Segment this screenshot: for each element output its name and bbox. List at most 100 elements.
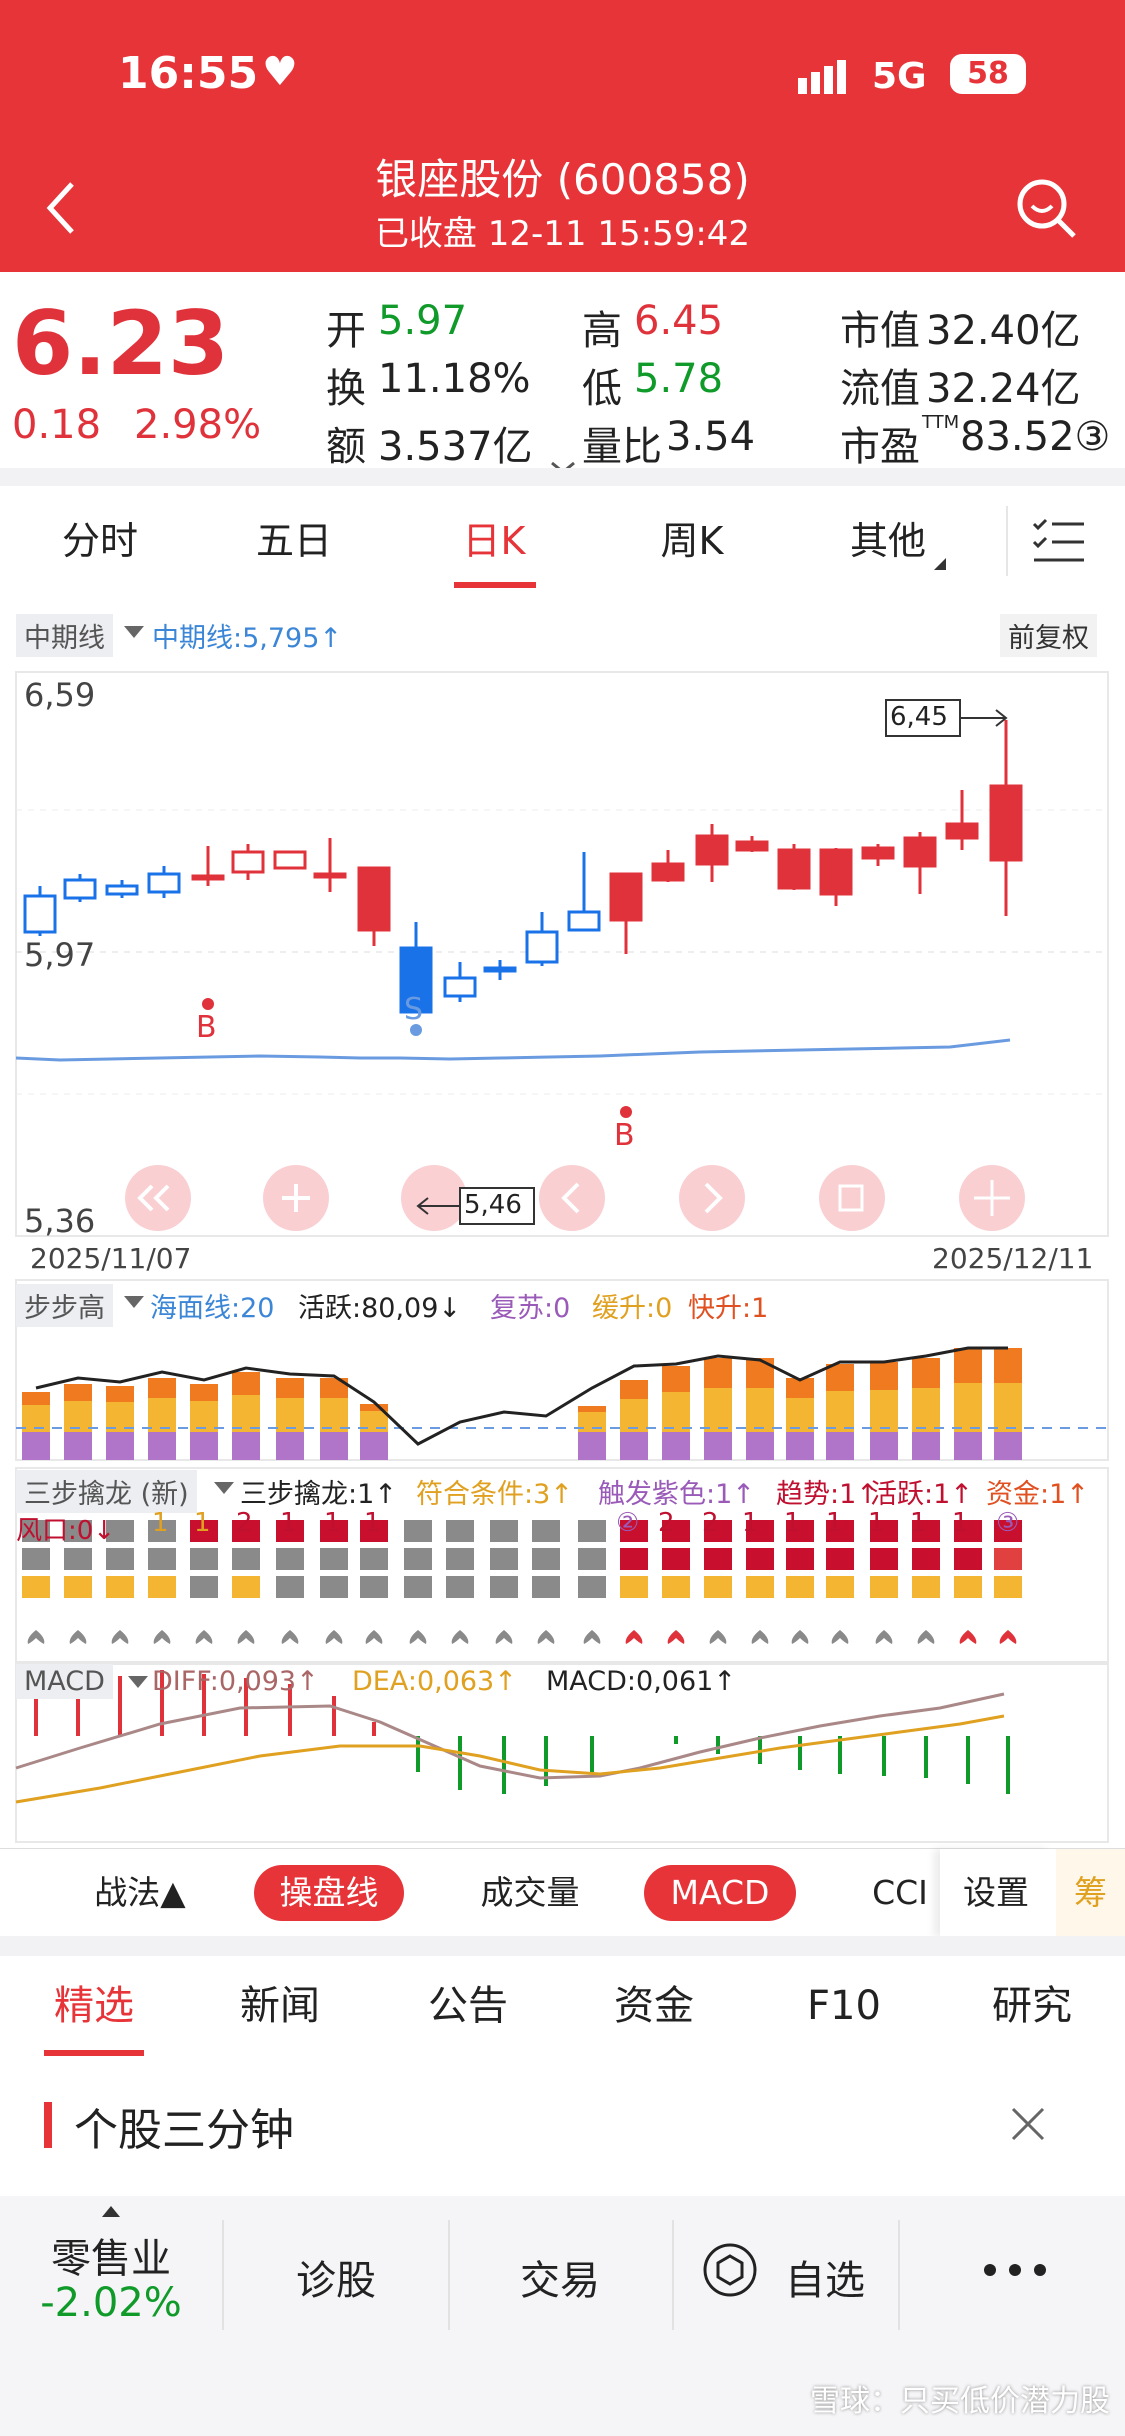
bubugao-bar bbox=[578, 1406, 606, 1412]
tab-announcements[interactable]: 公告 bbox=[428, 1983, 508, 2029]
bubugao-bar bbox=[106, 1386, 134, 1402]
sanbu-number: 1 bbox=[868, 1508, 885, 1538]
settings-button[interactable]: 设置 bbox=[940, 1849, 1052, 1937]
flame-icon bbox=[195, 1630, 213, 1644]
vol-ratio-value: 3.54 bbox=[666, 414, 756, 460]
more-icon[interactable] bbox=[980, 2260, 1050, 2280]
sanbu-cell bbox=[912, 1520, 940, 1542]
candle-body bbox=[903, 836, 937, 868]
volume-button[interactable]: 成交量 bbox=[480, 1873, 580, 1912]
watchlist-icon[interactable] bbox=[702, 2242, 758, 2298]
sanbu-tag[interactable]: 三步擒龙 (新) bbox=[16, 1470, 197, 1513]
bubugao-bar bbox=[746, 1358, 774, 1388]
sanbu-cell bbox=[446, 1576, 474, 1598]
indicator-value: 中期线:5,795↑ bbox=[152, 623, 343, 654]
sanbu-number: ③ bbox=[996, 1508, 1020, 1538]
low-marker: 5,46 bbox=[464, 1190, 522, 1220]
sanbu-cell bbox=[662, 1548, 690, 1570]
flame-icon bbox=[325, 1630, 343, 1644]
tab-five-day[interactable]: 五日 bbox=[255, 519, 332, 563]
back-icon[interactable] bbox=[42, 178, 82, 238]
candle-body bbox=[651, 862, 685, 882]
app-header: 16:55 ♥ 5G 58 银座股份 (600858) 已收盘 12-11 15… bbox=[0, 0, 1125, 272]
candle-body bbox=[609, 872, 643, 922]
tab-other[interactable]: 其他 bbox=[849, 519, 926, 563]
settings-list-icon[interactable] bbox=[1032, 516, 1086, 566]
vol-ratio-label: 量比 bbox=[582, 424, 662, 470]
stock-title: 银座股份 (600858) bbox=[375, 155, 750, 204]
tab-featured[interactable]: 精选 bbox=[54, 1983, 134, 2029]
y-axis-top: 6,59 bbox=[24, 676, 96, 714]
strategy-button[interactable]: 战法▲ bbox=[94, 1873, 186, 1912]
sanbu-number: 1 bbox=[742, 1508, 759, 1538]
bubugao-bar bbox=[746, 1432, 774, 1460]
sanbu-cell bbox=[994, 1520, 1022, 1542]
flame-icon bbox=[237, 1630, 255, 1644]
bubugao-bar bbox=[870, 1432, 898, 1460]
trend-value: 趋势:1↑ bbox=[776, 1479, 879, 1510]
flame-icon bbox=[365, 1630, 383, 1644]
macd-button[interactable]: MACD bbox=[644, 1865, 796, 1921]
bubugao-bar bbox=[870, 1390, 898, 1432]
macd-tag[interactable]: MACD bbox=[16, 1664, 113, 1699]
bubugao-tag[interactable]: 步步高 bbox=[16, 1284, 113, 1327]
candle-body bbox=[819, 848, 853, 896]
caret-down-icon bbox=[214, 1482, 234, 1494]
chips-button[interactable]: 筹 bbox=[1056, 1849, 1125, 1937]
cci-button[interactable]: CCI bbox=[872, 1873, 928, 1912]
turnover-value: 11.18% bbox=[378, 356, 531, 402]
bubugao-bar bbox=[704, 1432, 732, 1460]
divider bbox=[448, 2220, 450, 2330]
adjust-button[interactable]: 前复权 bbox=[1000, 614, 1097, 657]
sanbu-cell bbox=[954, 1576, 982, 1598]
caopan-button[interactable]: 操盘线 bbox=[254, 1865, 404, 1921]
tab-news[interactable]: 新闻 bbox=[240, 1983, 320, 2029]
tab-funds[interactable]: 资金 bbox=[614, 1983, 694, 2029]
search-icon[interactable] bbox=[1014, 176, 1080, 242]
tab-f10[interactable]: F10 bbox=[807, 1983, 881, 2029]
sanbu-cell bbox=[532, 1520, 560, 1542]
watchlist-button[interactable]: 自选 bbox=[785, 2258, 865, 2304]
candle-body bbox=[483, 966, 517, 973]
candle-body bbox=[191, 874, 225, 881]
tab-weekly-k[interactable]: 周K bbox=[660, 519, 724, 563]
candle-body bbox=[147, 872, 181, 894]
sell-signal: S bbox=[404, 992, 424, 1027]
date-start: 2025/11/07 bbox=[30, 1242, 192, 1275]
bubugao-bar bbox=[148, 1398, 176, 1432]
sanbu-cell bbox=[912, 1548, 940, 1570]
flame-icon bbox=[791, 1630, 809, 1644]
tab-daily-k[interactable]: 日K bbox=[462, 519, 526, 563]
bubugao-bar bbox=[826, 1391, 854, 1432]
sanbu-cell bbox=[532, 1548, 560, 1570]
tab-research[interactable]: 研究 bbox=[992, 1983, 1072, 2029]
bubugao-bar bbox=[870, 1362, 898, 1390]
trade-button[interactable]: 交易 bbox=[520, 2258, 600, 2304]
sanbu-cell bbox=[232, 1576, 260, 1598]
indicator-tag[interactable]: 中期线 bbox=[16, 614, 113, 657]
tab-intraday[interactable]: 分时 bbox=[61, 519, 138, 563]
diagnose-button[interactable]: 诊股 bbox=[296, 2258, 376, 2304]
sector-name[interactable]: 零售业 bbox=[51, 2236, 171, 2282]
candle-body bbox=[567, 910, 601, 932]
flame-icon bbox=[153, 1630, 171, 1644]
sanbu-cell bbox=[578, 1548, 606, 1570]
date-end: 2025/12/11 bbox=[932, 1242, 1094, 1275]
sanbu-number: 2 bbox=[658, 1508, 675, 1538]
section-title: 个股三分钟 bbox=[74, 2105, 294, 2156]
sanbu-cell bbox=[994, 1548, 1022, 1570]
dea-value: DEA:0,063↑ bbox=[352, 1666, 517, 1697]
flame-icon bbox=[537, 1630, 555, 1644]
mktcap-label: 市值 bbox=[840, 308, 920, 354]
sanbu-cell bbox=[64, 1548, 92, 1570]
slow-rise-value: 缓升:0 bbox=[592, 1293, 673, 1324]
flame-icon bbox=[111, 1630, 129, 1644]
float-value: 32.24亿 bbox=[926, 366, 1081, 412]
close-icon[interactable] bbox=[1010, 2106, 1046, 2142]
flame-icon bbox=[495, 1630, 513, 1644]
bubugao-bar bbox=[64, 1384, 92, 1401]
bubugao-bar bbox=[704, 1358, 732, 1388]
flame-icon bbox=[409, 1630, 427, 1644]
sanbu-number: 1 bbox=[324, 1508, 341, 1538]
candle-body bbox=[357, 866, 391, 932]
